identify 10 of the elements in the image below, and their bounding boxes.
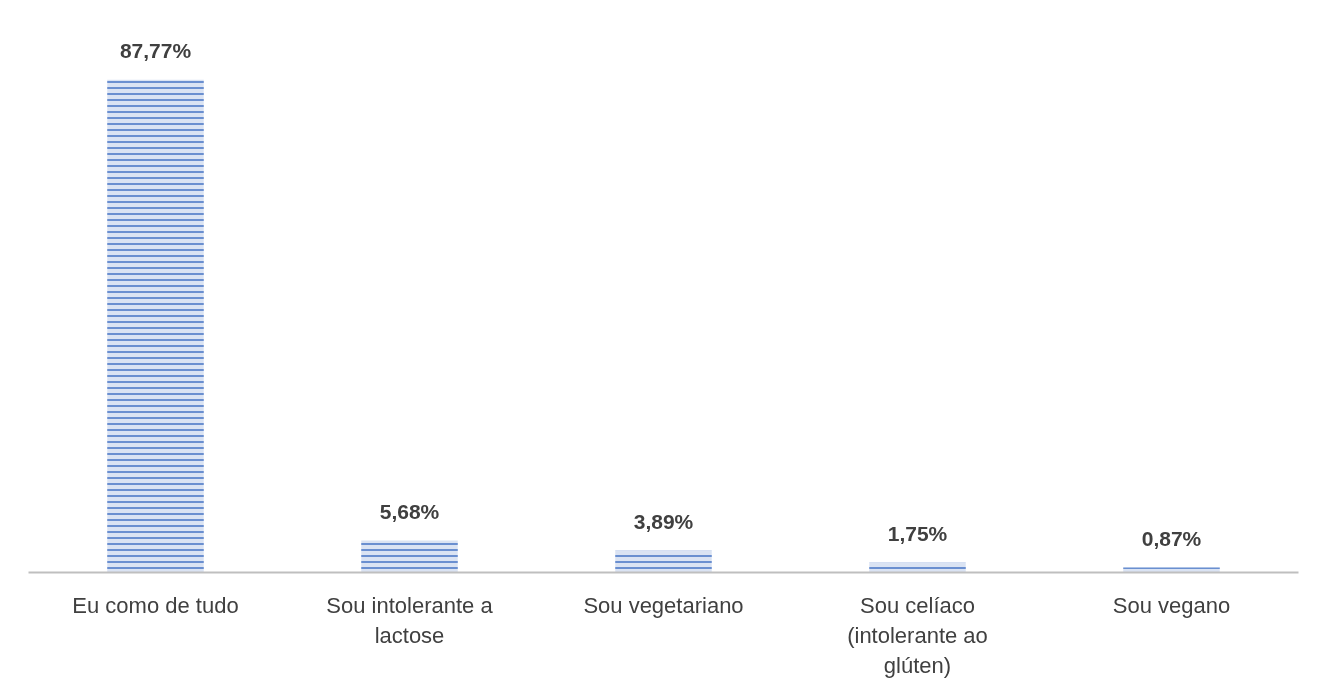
x-tick-label: Sou celíaco (intolerante ao glúten)	[847, 592, 988, 678]
data-label: 5,68%	[379, 499, 440, 523]
data-label: 3,89%	[633, 509, 694, 533]
x-tick-label: Sou vegano	[1112, 592, 1231, 618]
x-tick-label: Sou vegetariano	[583, 592, 744, 618]
x-tick-label: Sou intolerante a lactose	[326, 592, 494, 648]
data-label: 0,87%	[1141, 526, 1202, 550]
x-tick-label: Eu como de tudo	[72, 592, 239, 618]
data-label: 87,77%	[119, 38, 192, 62]
data-label: 1,75%	[887, 521, 948, 545]
